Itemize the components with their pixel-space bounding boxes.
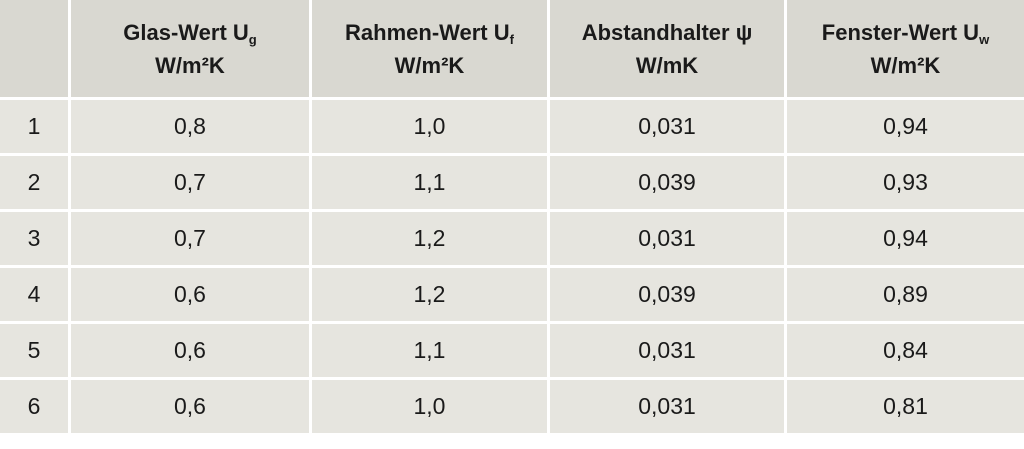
header-label: Abstandhalter ψ bbox=[581, 19, 753, 45]
table-cell: 0,031 bbox=[550, 100, 784, 153]
row-number: 5 bbox=[0, 324, 68, 377]
header-label: Fenster-Wert U bbox=[821, 19, 980, 45]
table-cell: 0,031 bbox=[550, 324, 784, 377]
table-cell: 0,93 bbox=[787, 156, 1024, 209]
row-number: 6 bbox=[0, 380, 68, 433]
table-cell: 0,81 bbox=[787, 380, 1024, 433]
header-subscript: f bbox=[509, 31, 514, 47]
table-cell: 0,031 bbox=[550, 380, 784, 433]
table-cell: 0,6 bbox=[71, 380, 309, 433]
table-cell: 0,94 bbox=[787, 100, 1024, 153]
table-cell: 1,0 bbox=[312, 380, 547, 433]
table-cell: 1,2 bbox=[312, 212, 547, 265]
table-cell: 0,039 bbox=[550, 268, 784, 321]
header-title-line: Fenster-Wert Uw bbox=[822, 16, 989, 49]
table-cell: 0,7 bbox=[71, 156, 309, 209]
header-label: Glas-Wert U bbox=[123, 19, 249, 45]
header-unit: W/m²K bbox=[870, 52, 941, 78]
table-cell: 0,031 bbox=[550, 212, 784, 265]
row-number: 2 bbox=[0, 156, 68, 209]
row-number: 3 bbox=[0, 212, 68, 265]
header-cell: Abstandhalter ψ W/mK bbox=[550, 0, 784, 97]
table-cell: 0,7 bbox=[71, 212, 309, 265]
header-title-line: Rahmen-Wert Uf bbox=[345, 16, 514, 49]
table-cell: 1,2 bbox=[312, 268, 547, 321]
table-cell: 0,8 bbox=[71, 100, 309, 153]
table: Glas-Wert Ug W/m²K Rahmen-Wert Uf W/m²K Abst… bbox=[0, 0, 1024, 433]
table-cell: 0,94 bbox=[787, 212, 1024, 265]
header-title-line: Glas-Wert Ug bbox=[123, 16, 256, 49]
header-label: Rahmen-Wert U bbox=[345, 19, 510, 45]
header-cell: Glas-Wert Ug W/m²K bbox=[71, 0, 309, 97]
header-title-line: Abstandhalter ψ bbox=[582, 16, 753, 49]
row-number: 4 bbox=[0, 268, 68, 321]
header-unit: W/m²K bbox=[155, 52, 225, 78]
table-cell: 1,0 bbox=[312, 100, 547, 153]
header-unit: W/mK bbox=[635, 52, 699, 78]
table-cell: 0,89 bbox=[787, 268, 1024, 321]
header-corner bbox=[0, 0, 68, 97]
header-cell: Fenster-Wert Uw W/m²K bbox=[787, 0, 1024, 97]
table-cell: 1,1 bbox=[312, 156, 547, 209]
table-cell: 0,84 bbox=[787, 324, 1024, 377]
row-number: 1 bbox=[0, 100, 68, 153]
header-subscript: g bbox=[248, 31, 257, 47]
header-unit: W/m²K bbox=[394, 52, 465, 78]
header-cell: Rahmen-Wert Uf W/m²K bbox=[312, 0, 547, 97]
table-cell: 0,039 bbox=[550, 156, 784, 209]
table-cell: 1,1 bbox=[312, 324, 547, 377]
table-cell: 0,6 bbox=[71, 324, 309, 377]
table-cell: 0,6 bbox=[71, 268, 309, 321]
header-subscript: w bbox=[979, 31, 990, 47]
